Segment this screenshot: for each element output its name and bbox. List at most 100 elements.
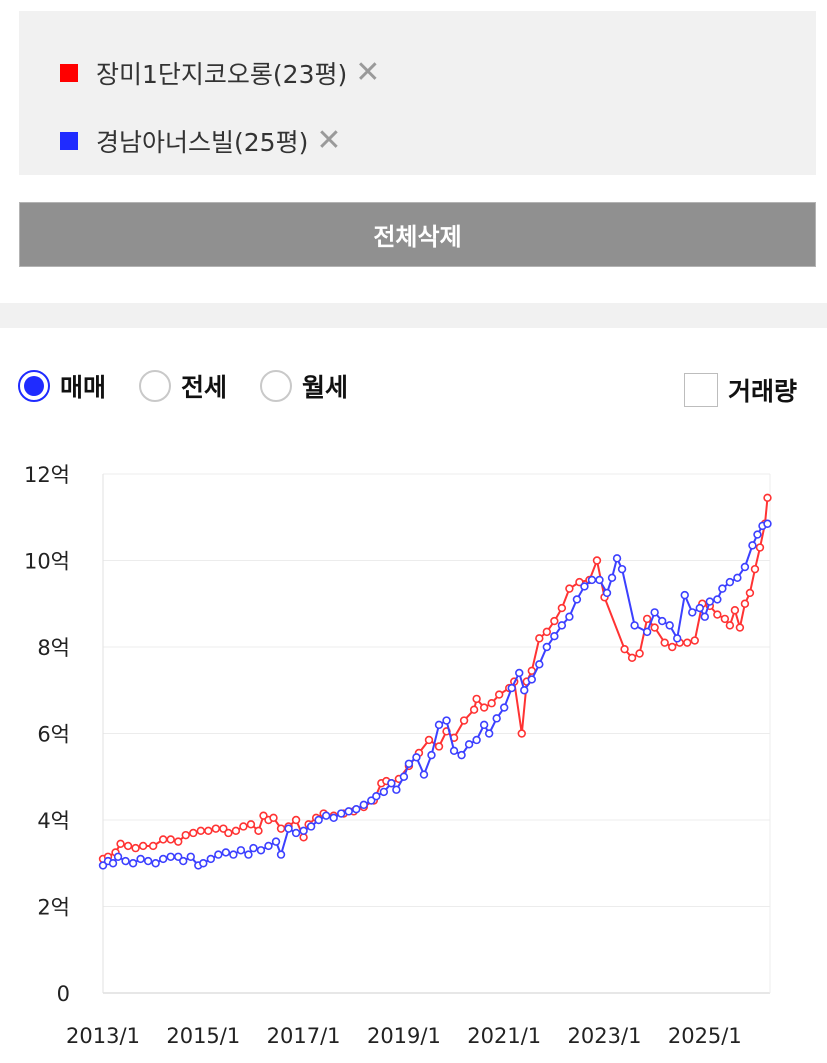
close-icon[interactable]: ✕ [316, 123, 342, 158]
compare-list: 장미1단지코오롱(23평) ✕ 경남아너스빌(25평) ✕ [19, 11, 816, 175]
data-point [479, 703, 489, 712]
data-point [291, 815, 301, 825]
data-point [459, 716, 469, 725]
x-tick-label: 2019/1 [367, 1024, 441, 1048]
data-point [138, 841, 148, 851]
data-point [199, 859, 208, 868]
radio-selected-icon [18, 370, 50, 402]
radio-unselected-icon [139, 370, 171, 402]
checkbox-icon [683, 373, 718, 407]
radio-label: 전세 [181, 373, 228, 402]
data-point [166, 835, 175, 844]
data-point [550, 631, 559, 641]
data-point [642, 614, 652, 624]
data-point [718, 584, 727, 593]
data-point [321, 811, 331, 820]
data-point [617, 564, 627, 574]
data-point [404, 759, 414, 768]
data-point [464, 740, 474, 749]
x-tick-label: 2021/1 [467, 1024, 541, 1048]
data-point [189, 828, 198, 838]
series-jangmi [98, 493, 772, 864]
data-point [174, 837, 183, 846]
data-point [572, 595, 582, 604]
data-point [595, 575, 604, 585]
data-point [204, 826, 213, 836]
volume-label: 거래량 [727, 377, 797, 406]
close-icon[interactable]: ✕ [355, 55, 381, 90]
data-point [186, 852, 195, 861]
series-line [102, 497, 769, 860]
data-point [650, 623, 659, 632]
data-point [457, 750, 466, 760]
data-point [484, 729, 494, 738]
data-point [359, 800, 368, 810]
data-point [434, 742, 444, 751]
data-point [683, 638, 692, 647]
data-point [730, 606, 740, 615]
data-point [750, 564, 760, 574]
data-point [116, 839, 125, 848]
data-point [469, 705, 479, 714]
data-point [314, 815, 323, 825]
data-point [392, 785, 401, 794]
data-point [449, 746, 459, 755]
radio-monthly-rent[interactable]: 월세 [260, 368, 348, 404]
data-point [630, 621, 639, 630]
radio-label: 월세 [302, 373, 349, 402]
data-point [264, 841, 273, 851]
data-point [642, 627, 652, 637]
data-point [442, 716, 451, 725]
data-point [427, 750, 436, 760]
data-point [650, 608, 659, 617]
data-point [121, 856, 130, 866]
data-point [520, 686, 529, 695]
data-point [695, 603, 704, 613]
data-point [535, 634, 544, 643]
data-point [557, 621, 567, 630]
series-gyeongnam [98, 519, 772, 870]
radio-label: 매매 [60, 373, 107, 402]
data-point [206, 854, 216, 864]
data-point [607, 573, 617, 583]
volume-checkbox[interactable]: 거래량 [683, 372, 797, 408]
compare-item-label: 장미1단지코오롱(23평) [96, 60, 348, 89]
data-point [705, 597, 715, 606]
data-point [166, 852, 175, 861]
data-point [291, 828, 301, 838]
data-point [755, 543, 765, 552]
data-point [244, 850, 253, 859]
data-point [276, 824, 286, 833]
data-point [494, 690, 504, 699]
data-point [387, 779, 396, 788]
data-point [487, 699, 496, 708]
data-point [231, 826, 241, 836]
data-point [725, 621, 735, 630]
data-point [542, 627, 552, 637]
data-point [472, 694, 481, 704]
data-point [179, 856, 188, 866]
data-point [627, 653, 637, 663]
data-point [246, 820, 256, 829]
data-point [592, 556, 602, 565]
radio-sale[interactable]: 매매 [18, 368, 106, 404]
data-point [174, 852, 183, 861]
data-point [690, 636, 699, 645]
red-series-swatch [60, 64, 78, 82]
delete-all-button[interactable]: 전체삭제 [19, 202, 816, 267]
data-point [527, 675, 536, 684]
data-point [668, 642, 677, 652]
data-point [515, 668, 524, 678]
data-point [259, 811, 268, 820]
radio-jeonse[interactable]: 전세 [139, 368, 227, 404]
data-point [151, 859, 160, 868]
data-point [492, 714, 501, 723]
data-point [271, 837, 281, 846]
data-point [329, 813, 338, 823]
data-point [748, 541, 757, 550]
data-point [479, 720, 489, 730]
data-point [181, 830, 190, 840]
data-point [620, 644, 629, 654]
x-tick-label: 2025/1 [668, 1024, 742, 1048]
data-point [219, 824, 228, 833]
